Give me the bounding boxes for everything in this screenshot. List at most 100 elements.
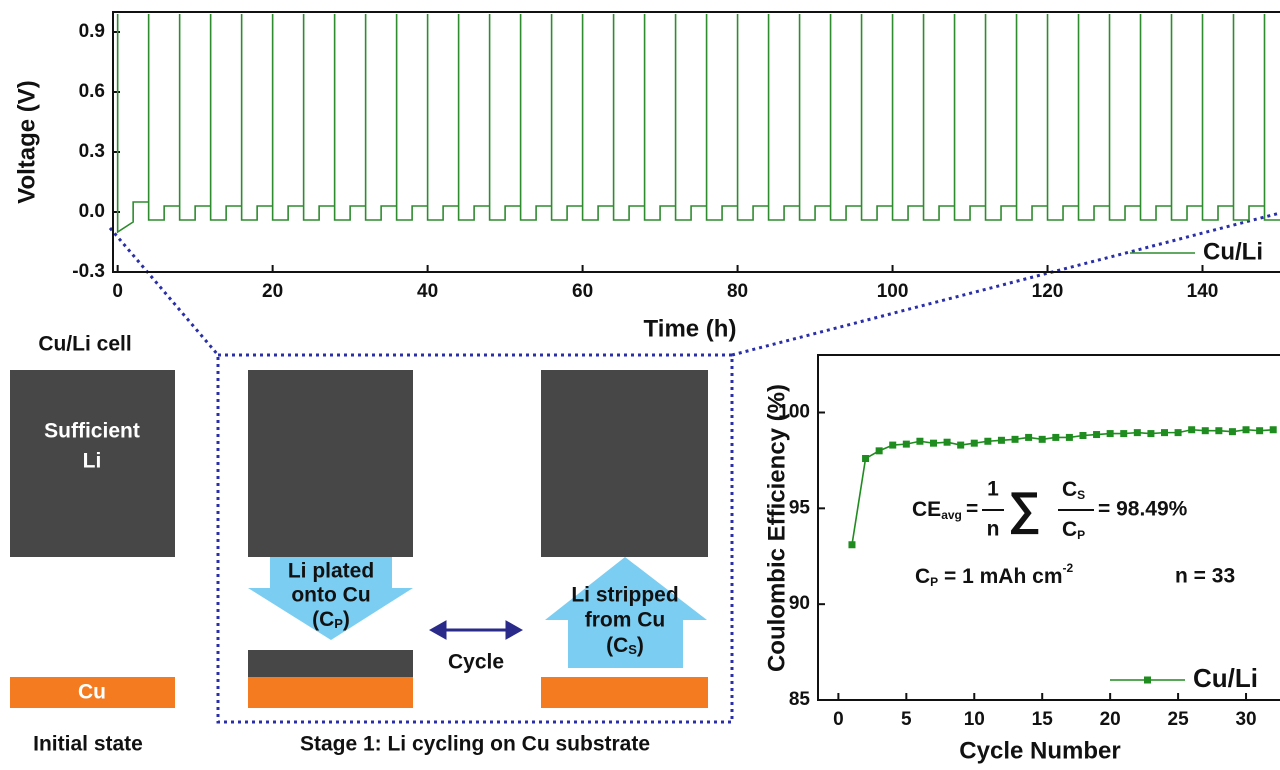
data-point	[997, 436, 1005, 444]
cycle-arrow	[428, 620, 524, 640]
data-point	[848, 541, 856, 549]
data-point	[1106, 430, 1114, 438]
stripped-label: Li stripped	[571, 584, 678, 607]
x-tick-label: 40	[417, 281, 438, 302]
li-label: Sufficient	[44, 420, 140, 443]
x-tick-label: 60	[572, 281, 593, 302]
text: C	[915, 565, 930, 588]
subscript: S	[1077, 488, 1085, 502]
subscript: P	[1077, 528, 1085, 542]
x-tick-label: 15	[1032, 709, 1054, 730]
li-block	[541, 370, 708, 557]
plated-label: Li plated	[288, 560, 374, 583]
y-tick-label: 0.0	[79, 201, 105, 222]
data-point	[1065, 433, 1073, 441]
text: = 1 mAh cm	[938, 565, 1062, 588]
x-tick-label: 20	[262, 281, 283, 302]
formula-text: =	[966, 498, 978, 521]
plated-label: onto Cu	[291, 584, 370, 607]
data-point	[970, 439, 978, 447]
data-point	[1242, 426, 1250, 434]
data-point	[875, 447, 883, 455]
y-tick-label: 95	[789, 497, 811, 518]
data-point	[1256, 427, 1264, 435]
data-point	[1147, 430, 1155, 438]
data-point	[1133, 429, 1141, 437]
data-point	[1011, 435, 1019, 443]
subscript: P	[334, 616, 343, 631]
plating-arrow	[248, 557, 413, 640]
subscript: S	[628, 642, 637, 657]
text: (C	[312, 608, 334, 631]
legend-label: Cu/Li	[1203, 238, 1263, 265]
data-point	[943, 438, 951, 446]
formula-text: n	[987, 518, 1000, 541]
x-tick-label: 10	[964, 709, 985, 730]
cu-block	[10, 677, 175, 708]
zoom-lines	[108, 211, 1280, 724]
x-axis-label: Time (h)	[644, 315, 737, 342]
x-tick-label: 80	[727, 281, 748, 302]
data-point	[916, 437, 924, 445]
li-block	[10, 370, 175, 557]
y-axis-label: Voltage (V)	[13, 80, 40, 204]
data-point	[1093, 431, 1101, 439]
data-point	[1188, 426, 1196, 434]
x-tick-label: 120	[1032, 281, 1064, 302]
y-tick-label: 0.9	[79, 21, 105, 42]
x-tick-label: 100	[877, 281, 909, 302]
legend-marker	[1144, 676, 1151, 684]
data-point	[1228, 428, 1236, 436]
x-tick-label: 30	[1235, 709, 1256, 730]
y-tick-label: 0.6	[79, 81, 105, 102]
data-line	[116, 14, 1280, 234]
cu-block	[541, 677, 708, 708]
data-point	[930, 439, 937, 447]
data-point	[889, 441, 897, 449]
subscript: avg	[941, 508, 962, 522]
stripped-label: (CS)	[606, 634, 644, 658]
x-tick-label: 0	[112, 281, 123, 302]
data-point	[862, 455, 870, 462]
initial-label: Initial state	[33, 733, 143, 756]
data-point	[1025, 433, 1033, 441]
text: C	[1062, 518, 1077, 541]
x-tick-label: 0	[833, 709, 844, 730]
text: )	[343, 608, 350, 631]
data-point	[1269, 426, 1277, 434]
y-tick-label: 85	[789, 689, 811, 710]
plated-label: (CP)	[312, 608, 350, 632]
text: CE	[912, 498, 941, 521]
cu-label: Cu	[78, 681, 106, 704]
formula-text: CP	[1062, 518, 1085, 543]
data-point	[1201, 427, 1209, 435]
data-point	[1161, 429, 1168, 437]
stripping-arrow	[545, 557, 707, 668]
text: (C	[606, 634, 628, 657]
formula-text: CEavg	[912, 498, 962, 523]
formula-text: ∑	[1008, 482, 1041, 535]
text: )	[637, 634, 644, 657]
count-text: n = 33	[1175, 565, 1235, 588]
superscript: -2	[1063, 561, 1074, 575]
data-point	[1174, 429, 1182, 437]
formula-text: 1	[987, 478, 999, 501]
x-tick-label: 25	[1168, 709, 1190, 730]
y-axis-label: Coulombic Efficiency (%)	[763, 384, 790, 672]
x-tick-label: 140	[1187, 281, 1219, 302]
plot-frame	[817, 354, 1280, 701]
data-point	[902, 440, 910, 448]
stripped-label: from Cu	[585, 609, 666, 632]
data-point	[1215, 427, 1223, 435]
cell-label: Cu/Li cell	[38, 333, 131, 356]
data-point	[957, 441, 965, 449]
legend-label: Cu/Li	[1193, 663, 1258, 693]
data-point	[1120, 430, 1128, 438]
stage-label: Stage 1: Li cycling on Cu substrate	[300, 733, 650, 756]
cycle-label: Cycle	[448, 651, 504, 674]
formula-text: = 98.49%	[1098, 498, 1188, 521]
data-point	[1052, 433, 1060, 441]
plot-frame	[112, 11, 1280, 273]
li-label: Li	[83, 450, 102, 473]
